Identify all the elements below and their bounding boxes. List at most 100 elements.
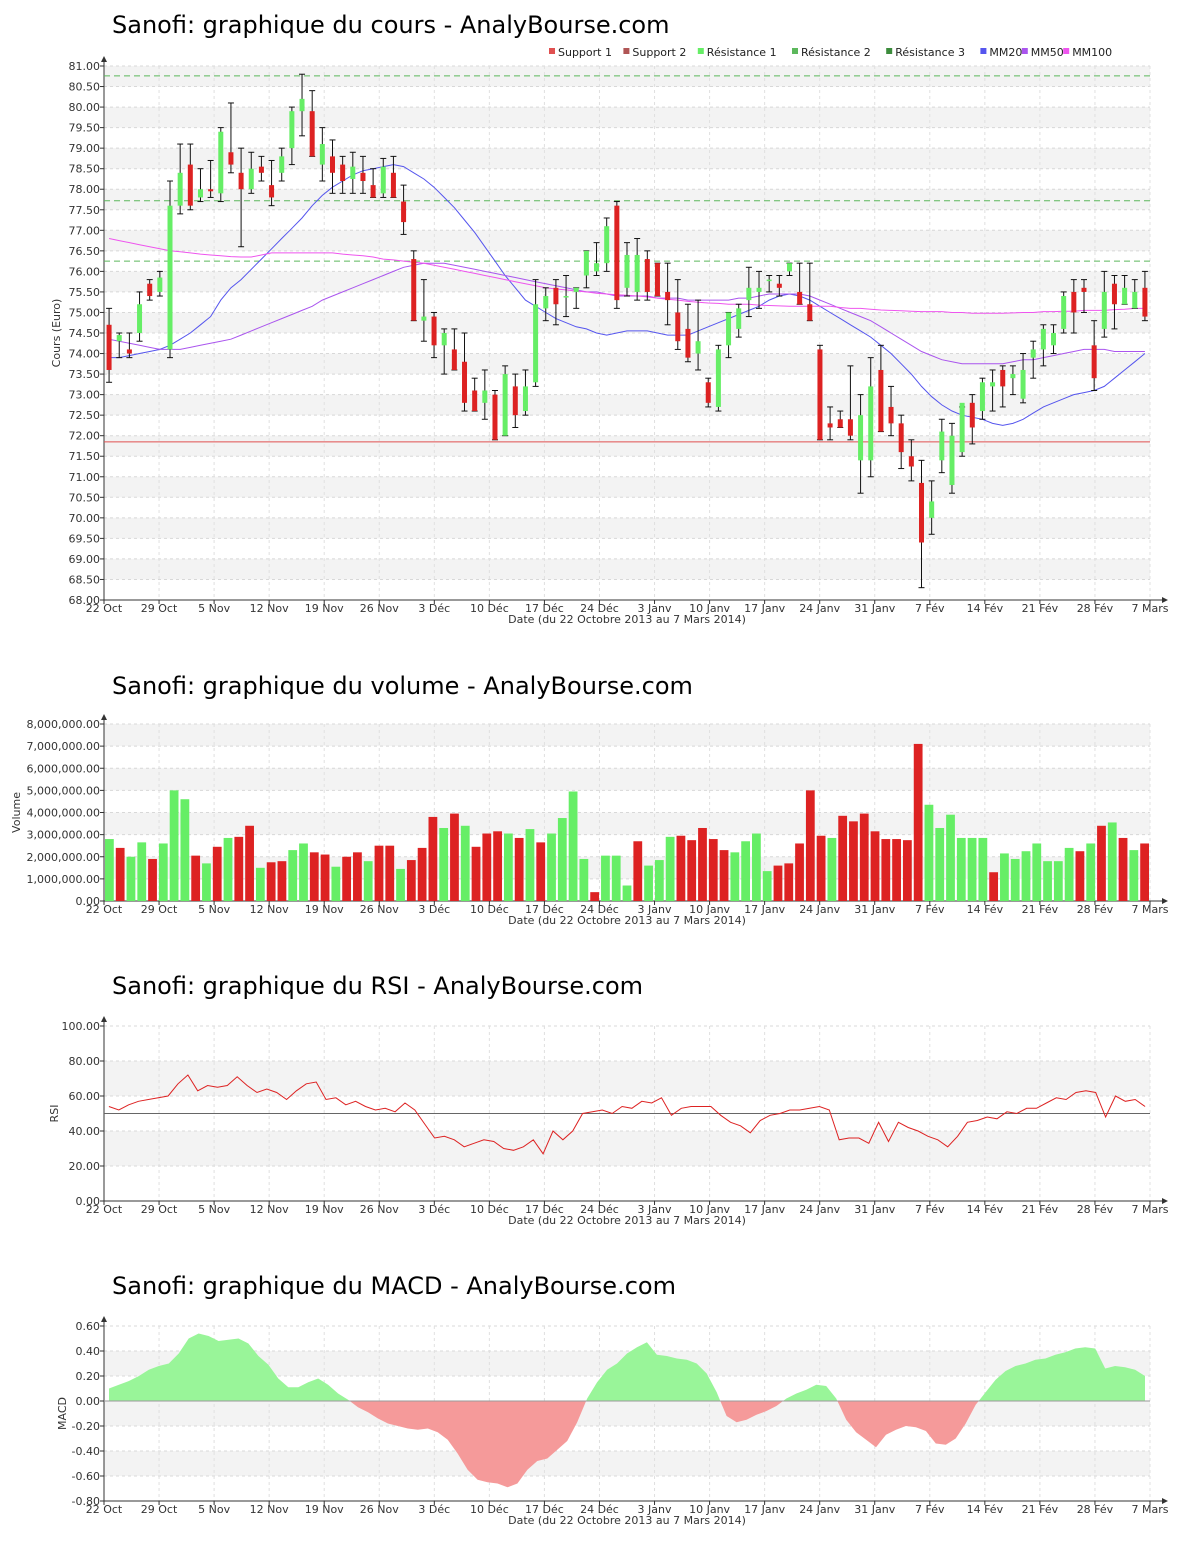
y-tick-label: 71.00 xyxy=(69,471,101,484)
x-tick-label: 24 Déc xyxy=(580,602,619,615)
y-tick-label: 69.00 xyxy=(69,553,101,566)
volume-bar xyxy=(1010,858,1020,901)
x-axis-arrow xyxy=(1162,1498,1168,1504)
volume-bar xyxy=(342,856,352,901)
volume-chart-title: Sanofi: graphique du volume - AnalyBours… xyxy=(112,672,693,700)
x-tick-label: 3 Janv xyxy=(638,602,672,615)
volume-bar xyxy=(1075,851,1085,901)
grid-band xyxy=(104,1131,1150,1166)
volume-bar xyxy=(255,867,265,901)
candle-body xyxy=(644,259,650,292)
y-tick-label: 71.50 xyxy=(69,450,101,463)
candle-body xyxy=(522,386,528,412)
price-chart-panel: Sanofi: graphique du cours - AnalyBourse… xyxy=(0,0,1200,640)
y-tick-label: 77.50 xyxy=(69,204,101,217)
rsi-chart: 0.00 20.00 40.00 60.00 80.00 100.00 22 Oct 29 O… xyxy=(48,1016,1169,1227)
candle-body xyxy=(269,185,275,198)
y-tick-label: 1,000,000.00 xyxy=(27,873,100,886)
x-tick-label: 29 Oct xyxy=(141,1503,178,1516)
candle-body xyxy=(959,402,965,453)
candle-body xyxy=(1101,291,1107,329)
candle-body xyxy=(462,361,468,403)
volume-bar xyxy=(148,858,157,901)
volume-bar xyxy=(514,837,524,901)
candle-body xyxy=(106,324,112,370)
volume-bar xyxy=(212,846,222,901)
x-axis-arrow xyxy=(1162,898,1168,904)
candle-body xyxy=(543,296,549,309)
legend-label: Support 2 xyxy=(632,46,686,59)
x-tick-label: 10 Janv xyxy=(689,1203,730,1216)
volume-bar xyxy=(223,837,233,901)
candle-body xyxy=(431,316,437,346)
x-tick-label: 31 Janv xyxy=(854,903,895,916)
grid-band xyxy=(104,1401,1150,1426)
volume-bar xyxy=(363,861,373,901)
volume-bar xyxy=(719,850,729,901)
volume-bar xyxy=(191,855,201,901)
y-tick-label: 0.00 xyxy=(76,1395,101,1408)
y-tick-label: -0.40 xyxy=(72,1445,100,1458)
candle-body xyxy=(157,277,163,292)
y-tick-label: 76.00 xyxy=(69,265,101,278)
volume-bar xyxy=(741,841,751,901)
grid-band xyxy=(104,353,1150,375)
y-tick-label: 73.50 xyxy=(69,368,101,381)
x-tick-label: 3 Déc xyxy=(418,1203,450,1216)
volume-chart-panel: Sanofi: graphique du volume - AnalyBours… xyxy=(0,660,1200,940)
candle-body xyxy=(1122,287,1128,305)
volume-bar xyxy=(406,860,416,901)
candle-body xyxy=(746,287,752,301)
volume-bar xyxy=(320,854,330,901)
x-tick-label: 21 Fév xyxy=(1022,602,1059,615)
grid-band xyxy=(104,812,1150,835)
candle-body xyxy=(340,164,346,182)
grid-band xyxy=(104,148,1150,169)
volume-bar xyxy=(590,892,600,901)
candle-body xyxy=(1020,369,1026,399)
volume-bar xyxy=(277,861,287,901)
candle-body xyxy=(695,341,701,354)
volume-bar xyxy=(924,804,934,901)
candle-body xyxy=(685,328,691,358)
candle-body xyxy=(979,382,985,412)
x-tick-label: 5 Nov xyxy=(198,602,230,615)
legend-swatch xyxy=(697,48,704,54)
candle-body xyxy=(279,156,285,173)
legend-label: MM50 xyxy=(1031,46,1064,59)
y-tick-label: 8,000,000.00 xyxy=(27,718,100,731)
volume-bar xyxy=(450,813,459,901)
x-tick-label: 7 Fév xyxy=(915,1203,945,1216)
volume-bar xyxy=(1118,837,1128,901)
candle-body xyxy=(1132,291,1138,309)
candle-body xyxy=(1091,345,1097,379)
x-axis-arrow xyxy=(1162,1198,1168,1204)
candle-body xyxy=(604,226,610,264)
x-tick-label: 24 Déc xyxy=(580,903,619,916)
candle-body xyxy=(715,349,721,407)
volume-bar xyxy=(493,831,502,901)
candle-body xyxy=(137,304,143,333)
candle-body xyxy=(1010,374,1016,379)
candle-body xyxy=(837,419,843,428)
volume-bar xyxy=(1064,847,1074,901)
volume-bar xyxy=(1086,843,1096,901)
y-tick-label: 73.00 xyxy=(69,389,101,402)
candle-body xyxy=(858,415,864,461)
y-tick-label: 100.00 xyxy=(62,1020,101,1033)
volume-bar xyxy=(708,839,718,901)
x-tick-label: 26 Nov xyxy=(360,602,399,615)
volume-bar xyxy=(805,790,815,901)
volume-bar xyxy=(827,837,837,901)
candle-body xyxy=(654,263,660,297)
volume-bar xyxy=(687,840,697,901)
candle-body xyxy=(197,189,203,198)
legend-swatch xyxy=(980,48,987,54)
x-tick-label: 10 Déc xyxy=(470,602,509,615)
y-tick-label: 0.60 xyxy=(76,1320,101,1333)
legend-swatch xyxy=(1063,48,1070,54)
y-tick-label: 2,000,000.00 xyxy=(27,851,100,864)
volume-bar xyxy=(309,852,319,901)
x-tick-label: 3 Janv xyxy=(638,903,672,916)
